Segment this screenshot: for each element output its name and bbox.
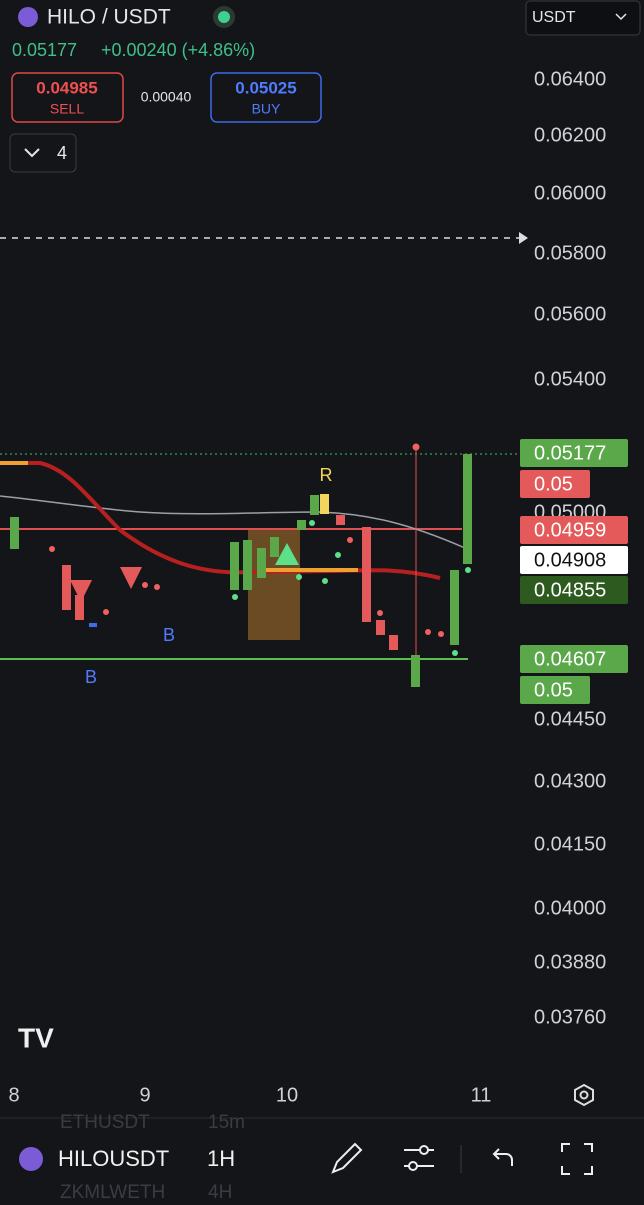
time-axis-label: 9 — [139, 1084, 150, 1106]
time-axis-label: 11 — [471, 1084, 492, 1106]
bottom-symbol[interactable]: HILOUSDT — [58, 1146, 169, 1171]
buy-button[interactable] — [210, 72, 322, 123]
currency-select[interactable] — [525, 0, 641, 36]
tv-logo: TV — [18, 1022, 54, 1053]
price-axis-label: 0.06000 — [534, 182, 606, 204]
sell-label: SELL — [50, 101, 84, 117]
indicator-count: 4 — [57, 143, 67, 163]
price-badge — [520, 470, 590, 498]
price-axis-label: 0.04300 — [534, 770, 606, 792]
sell-price: 0.04985 — [36, 78, 97, 97]
signal-label: B — [163, 625, 175, 645]
buy-label: BUY — [252, 101, 281, 117]
indicators-icon[interactable] — [404, 1145, 434, 1171]
price-axis-label: 0.03760 — [534, 1006, 606, 1028]
sell-button[interactable] — [11, 72, 124, 123]
undo-icon[interactable] — [492, 1148, 513, 1166]
price-badge-label: 0.05177 — [534, 442, 606, 464]
chevron — [24, 148, 40, 158]
price-axis-label: 0.06200 — [534, 124, 606, 146]
background-item: ZKMLWETH — [60, 1182, 165, 1200]
price-badge-label: 0.04959 — [534, 519, 606, 541]
pair-title[interactable]: HILO / USDT — [47, 6, 171, 29]
price-axis-label: 0.03880 — [534, 951, 606, 973]
draw-icon[interactable] — [331, 1142, 363, 1174]
fullscreen-icon[interactable] — [561, 1143, 593, 1175]
price-axis-label: 0.06400 — [534, 68, 606, 90]
coin-icon — [18, 7, 38, 27]
price-axis-label: 0.05800 — [534, 242, 606, 264]
price-badge — [520, 516, 628, 544]
price-axis-label: 0.04450 — [534, 708, 606, 730]
price-axis-label: 0.04150 — [534, 833, 606, 855]
status-dot — [218, 11, 230, 23]
background-item: ETHUSDT — [60, 1112, 150, 1133]
settings-icon-core — [579, 1090, 589, 1100]
signal-label: R — [320, 465, 333, 485]
indicator-toggle[interactable] — [9, 133, 77, 173]
price-badge — [520, 645, 628, 673]
price-badge-label: 0.04855 — [534, 579, 606, 601]
time-axis-label: 8 — [8, 1084, 19, 1106]
price-badge-label: 0.05 — [534, 679, 573, 701]
chevron — [615, 13, 627, 21]
chart-drawing — [0, 232, 528, 687]
currency-label: USDT — [532, 9, 576, 26]
price-axis-label: 0.04000 — [534, 897, 606, 919]
signal-label: B — [85, 667, 97, 687]
price-axis-label: 0.05600 — [534, 303, 606, 325]
price-axis-label: 0.05400 — [534, 368, 606, 390]
buy-price: 0.05025 — [235, 78, 296, 97]
price-badge — [520, 546, 628, 574]
spread: 0.00040 — [141, 89, 192, 105]
price-badge-label: 0.04908 — [534, 549, 606, 571]
background-item: 15m — [208, 1112, 245, 1133]
background-item: 4H — [208, 1182, 232, 1200]
price-badge-label: 0.04607 — [534, 648, 606, 670]
coin-icon — [19, 1147, 43, 1171]
settings-icon[interactable] — [574, 1083, 594, 1107]
price-badge — [520, 576, 628, 604]
price-badge-label: 0.05 — [534, 473, 573, 495]
time-axis-label: 10 — [276, 1084, 298, 1106]
last-price: 0.05177 — [12, 40, 77, 60]
price-change: +0.00240 (+4.86%) — [101, 40, 255, 60]
bottom-interval[interactable]: 1H — [207, 1146, 235, 1171]
price-badge — [520, 439, 628, 467]
price-badge — [520, 676, 590, 704]
